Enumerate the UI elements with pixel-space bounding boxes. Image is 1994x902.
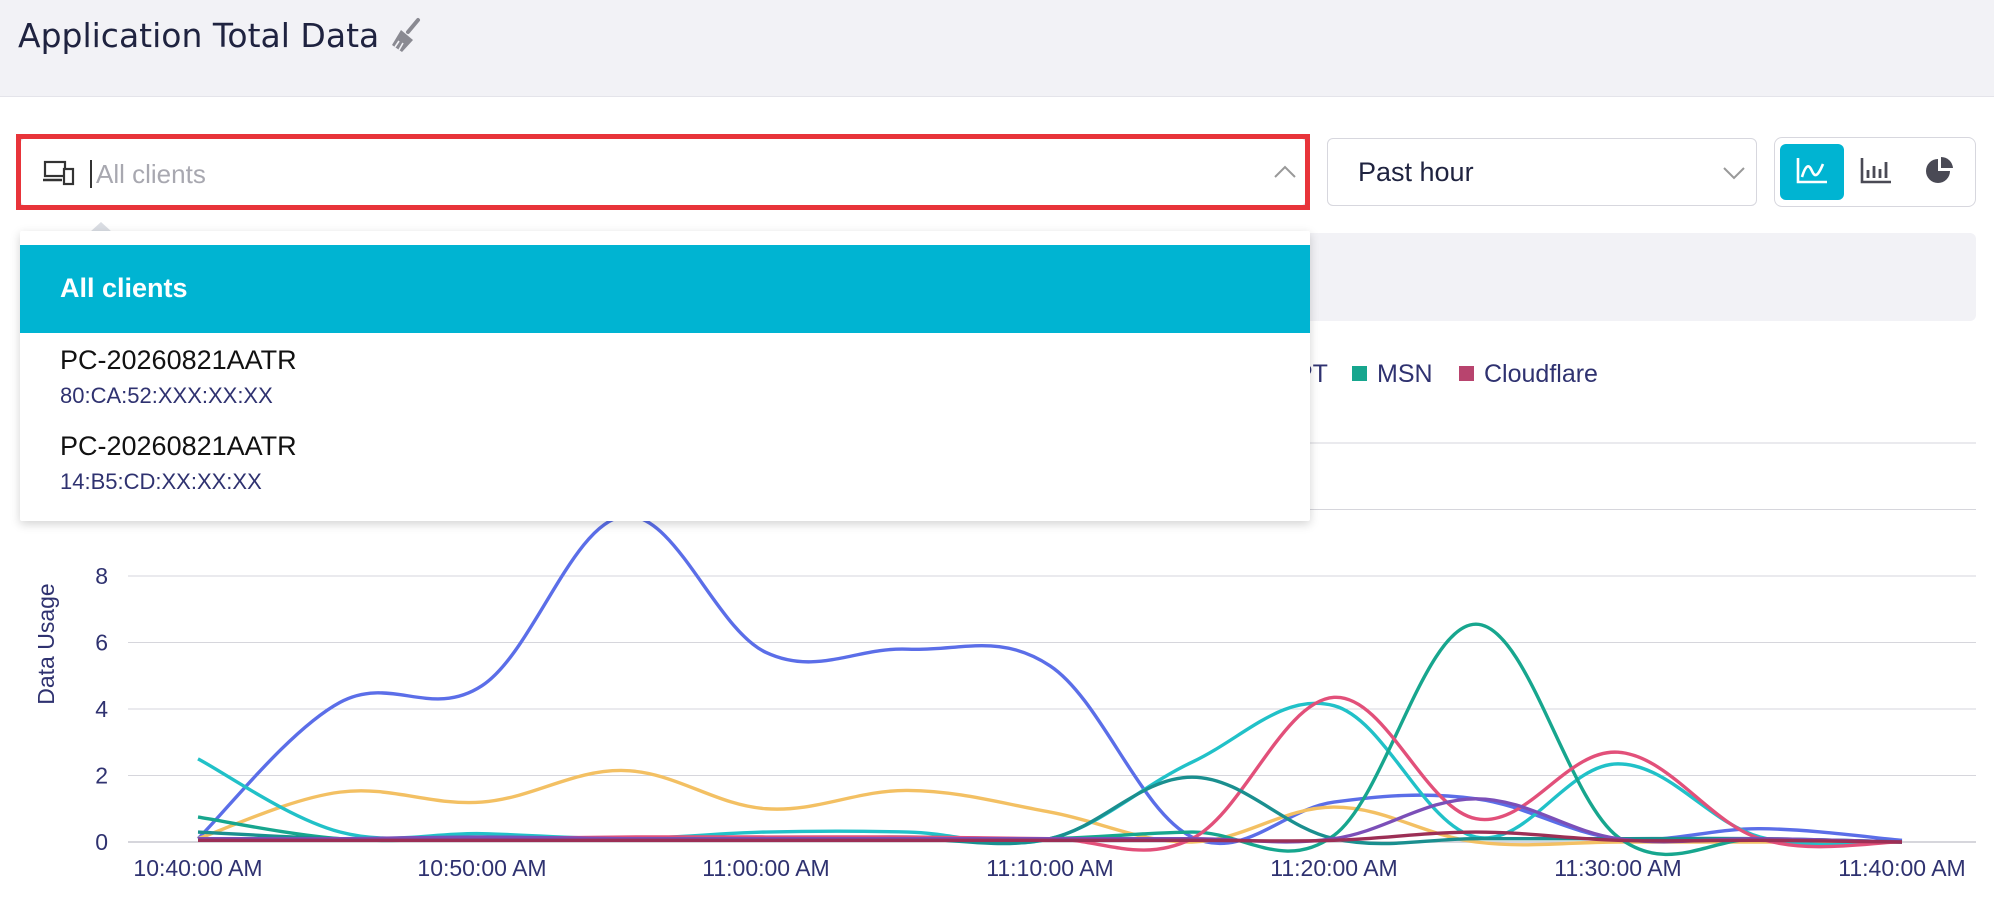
x-tick-label: 11:00:00 AM: [702, 855, 829, 881]
page-title: Application Total Data: [18, 16, 380, 55]
text-caret: [90, 160, 92, 188]
client-mac: 14:B5:CD:XX:XX:XX: [60, 469, 262, 494]
series-line-7: [198, 830, 1903, 844]
x-tick-label: 11:30:00 AM: [1554, 855, 1681, 881]
dropdown-item-client[interactable]: PC-20260821AATR 80:CA:52:XXX:XX:XX: [20, 333, 1310, 421]
y-axis-label: Data Usage: [33, 583, 59, 704]
pie-chart-icon: [1926, 156, 1953, 183]
y-tick-label: 2: [95, 763, 108, 789]
legend-item-cloudflare[interactable]: Cloudflare: [1459, 360, 1598, 390]
x-tick-label: 10:50:00 AM: [417, 855, 546, 881]
series-line-4: [197, 695, 1903, 852]
series-line-3: [197, 622, 1903, 857]
chevron-up-icon[interactable]: [1273, 164, 1297, 180]
x-tick-label: 11:10:00 AM: [986, 855, 1113, 881]
dropdown-item-label: All clients: [60, 273, 188, 303]
y-tick-label: 4: [95, 696, 108, 722]
series-line-1: [197, 768, 1902, 847]
bar-chart-button[interactable]: [1844, 144, 1908, 200]
y-tick-label: 8: [95, 563, 108, 589]
legend-label: Cloudflare: [1484, 360, 1598, 388]
chevron-down-icon: [1723, 167, 1745, 180]
x-tick-label: 11:40:00 AM: [1838, 855, 1965, 881]
page-header: Application Total Data: [0, 0, 1994, 97]
dropdown-arrow: [90, 222, 112, 232]
client-name: PC-20260821AATR: [60, 431, 297, 461]
dropdown-item-client[interactable]: PC-20260821AATR 14:B5:CD:XX:XX:XX: [20, 421, 1310, 509]
y-tick-label: 6: [95, 630, 108, 656]
filter-bar: [1300, 233, 1976, 321]
dropdown-item-all-clients[interactable]: All clients: [20, 245, 1310, 333]
broom-icon[interactable]: [388, 16, 424, 56]
client-dropdown-menu: All clients PC-20260821AATR 80:CA:52:XXX…: [20, 231, 1310, 521]
client-name: PC-20260821AATR: [60, 345, 297, 375]
series-line-0: [196, 514, 1903, 846]
line-chart-button[interactable]: [1780, 144, 1844, 200]
time-range-select[interactable]: Past hour: [1327, 138, 1757, 206]
bar-chart-icon: [1860, 158, 1891, 184]
x-tick-label: 10:40:00 AM: [133, 855, 262, 881]
devices-icon: [42, 159, 76, 187]
y-tick-label: 0: [95, 829, 108, 855]
series-line-2: [197, 701, 1903, 847]
series-line-6: [197, 797, 1903, 844]
pie-chart-button[interactable]: [1908, 144, 1972, 200]
chart-type-toggle: [1774, 137, 1976, 207]
legend-swatch: [1459, 365, 1474, 381]
time-range-value: Past hour: [1358, 157, 1474, 187]
legend-label: MSN: [1377, 360, 1433, 388]
legend-swatch: [1352, 365, 1367, 381]
client-search-input[interactable]: [94, 154, 1248, 194]
client-mac: 80:CA:52:XXX:XX:XX: [60, 383, 273, 408]
legend-item-msn[interactable]: MSN: [1352, 360, 1433, 390]
x-tick-label: 11:20:00 AM: [1270, 855, 1397, 881]
line-chart-icon: [1796, 158, 1827, 184]
